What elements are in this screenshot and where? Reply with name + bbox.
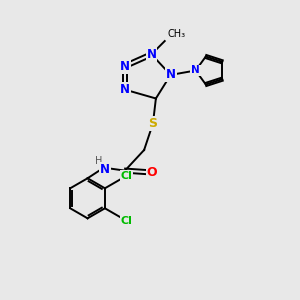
Text: CH₃: CH₃ — [167, 29, 185, 39]
Text: N: N — [120, 83, 130, 96]
Text: H: H — [95, 156, 102, 166]
Text: Cl: Cl — [120, 216, 132, 226]
Text: Cl: Cl — [120, 171, 132, 181]
Text: N: N — [100, 163, 110, 176]
Text: N: N — [191, 65, 200, 76]
Text: N: N — [166, 68, 176, 81]
Text: O: O — [147, 166, 158, 178]
Text: N: N — [120, 60, 130, 73]
Text: S: S — [148, 117, 158, 130]
Text: N: N — [146, 48, 157, 61]
Text: N: N — [120, 60, 130, 73]
